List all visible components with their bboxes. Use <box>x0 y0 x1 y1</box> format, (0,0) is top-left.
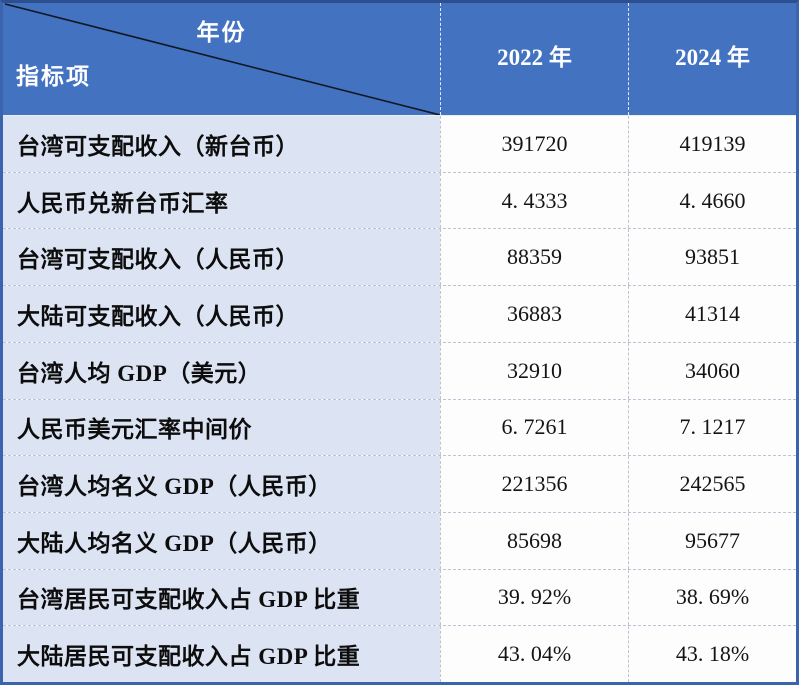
row-value-2024: 4. 4660 <box>628 172 796 229</box>
row-indicator-label: 人民币兑新台币汇率 <box>3 172 440 229</box>
row-indicator-label: 台湾人均名义 GDP（人民币） <box>3 456 440 512</box>
row-indicator-label: 大陆可支配收入（人民币） <box>3 286 440 342</box>
row-indicator-label: 台湾可支配收入（新台币） <box>3 116 440 172</box>
table-row: 台湾可支配收入（人民币） 88359 93851 <box>3 229 796 287</box>
column-header-2024: 2024 年 <box>628 3 796 115</box>
table-row: 人民币兑新台币汇率 4. 4333 4. 4660 <box>3 172 796 230</box>
row-indicator-label: 台湾居民可支配收入占 GDP 比重 <box>3 569 440 626</box>
row-value-2024: 419139 <box>628 116 796 172</box>
table-row: 台湾人均 GDP（美元） 32910 34060 <box>3 342 796 400</box>
row-value-2022: 32910 <box>440 342 628 399</box>
table-row: 台湾可支配收入（新台币） 391720 419139 <box>3 116 796 173</box>
row-value-2024: 41314 <box>628 286 796 342</box>
row-value-2024: 43. 18% <box>628 626 796 683</box>
row-indicator-label: 台湾人均 GDP（美元） <box>3 342 440 399</box>
row-value-2024: 242565 <box>628 456 796 512</box>
table-row: 大陆居民可支配收入占 GDP 比重 43. 04% 43. 18% <box>3 626 796 683</box>
row-value-2024: 34060 <box>628 342 796 399</box>
row-value-2024: 7. 1217 <box>628 399 796 456</box>
row-value-2022: 39. 92% <box>440 569 628 626</box>
diagonal-corner-cell: 年份 指标项 <box>3 3 440 115</box>
row-indicator-label: 台湾可支配收入（人民币） <box>3 229 440 286</box>
row-value-2022: 43. 04% <box>440 626 628 683</box>
table-row: 大陆可支配收入（人民币） 36883 41314 <box>3 286 796 343</box>
table-row: 大陆人均名义 GDP（人民币） 85698 95677 <box>3 512 796 570</box>
row-value-2024: 95677 <box>628 512 796 569</box>
row-value-2024: 38. 69% <box>628 569 796 626</box>
table-row: 台湾居民可支配收入占 GDP 比重 39. 92% 38. 69% <box>3 569 796 627</box>
row-indicator-label: 大陆居民可支配收入占 GDP 比重 <box>3 626 440 683</box>
table-body: 台湾可支配收入（新台币） 391720 419139 人民币兑新台币汇率 4. 4333… <box>3 116 796 683</box>
row-value-2024: 93851 <box>628 229 796 286</box>
row-indicator-label: 人民币美元汇率中间价 <box>3 399 440 456</box>
row-value-2022: 391720 <box>440 116 628 172</box>
table-row: 台湾人均名义 GDP（人民币） 221356 242565 <box>3 456 796 513</box>
diagonal-line <box>4 3 440 115</box>
row-value-2022: 88359 <box>440 229 628 286</box>
row-value-2022: 85698 <box>440 512 628 569</box>
row-value-2022: 6. 7261 <box>440 399 628 456</box>
column-header-2022: 2022 年 <box>440 3 628 115</box>
row-value-2022: 36883 <box>440 286 628 342</box>
corner-year-label: 年份 <box>196 20 247 45</box>
row-value-2022: 221356 <box>440 456 628 512</box>
table-row: 人民币美元汇率中间价 6. 7261 7. 1217 <box>3 399 796 457</box>
row-indicator-label: 大陆人均名义 GDP（人民币） <box>3 512 440 569</box>
corner-indicator-label: 指标项 <box>16 64 91 89</box>
row-value-2022: 4. 4333 <box>440 172 628 229</box>
table-header-row: 年份 指标项 2022 年 2024 年 <box>3 3 796 116</box>
